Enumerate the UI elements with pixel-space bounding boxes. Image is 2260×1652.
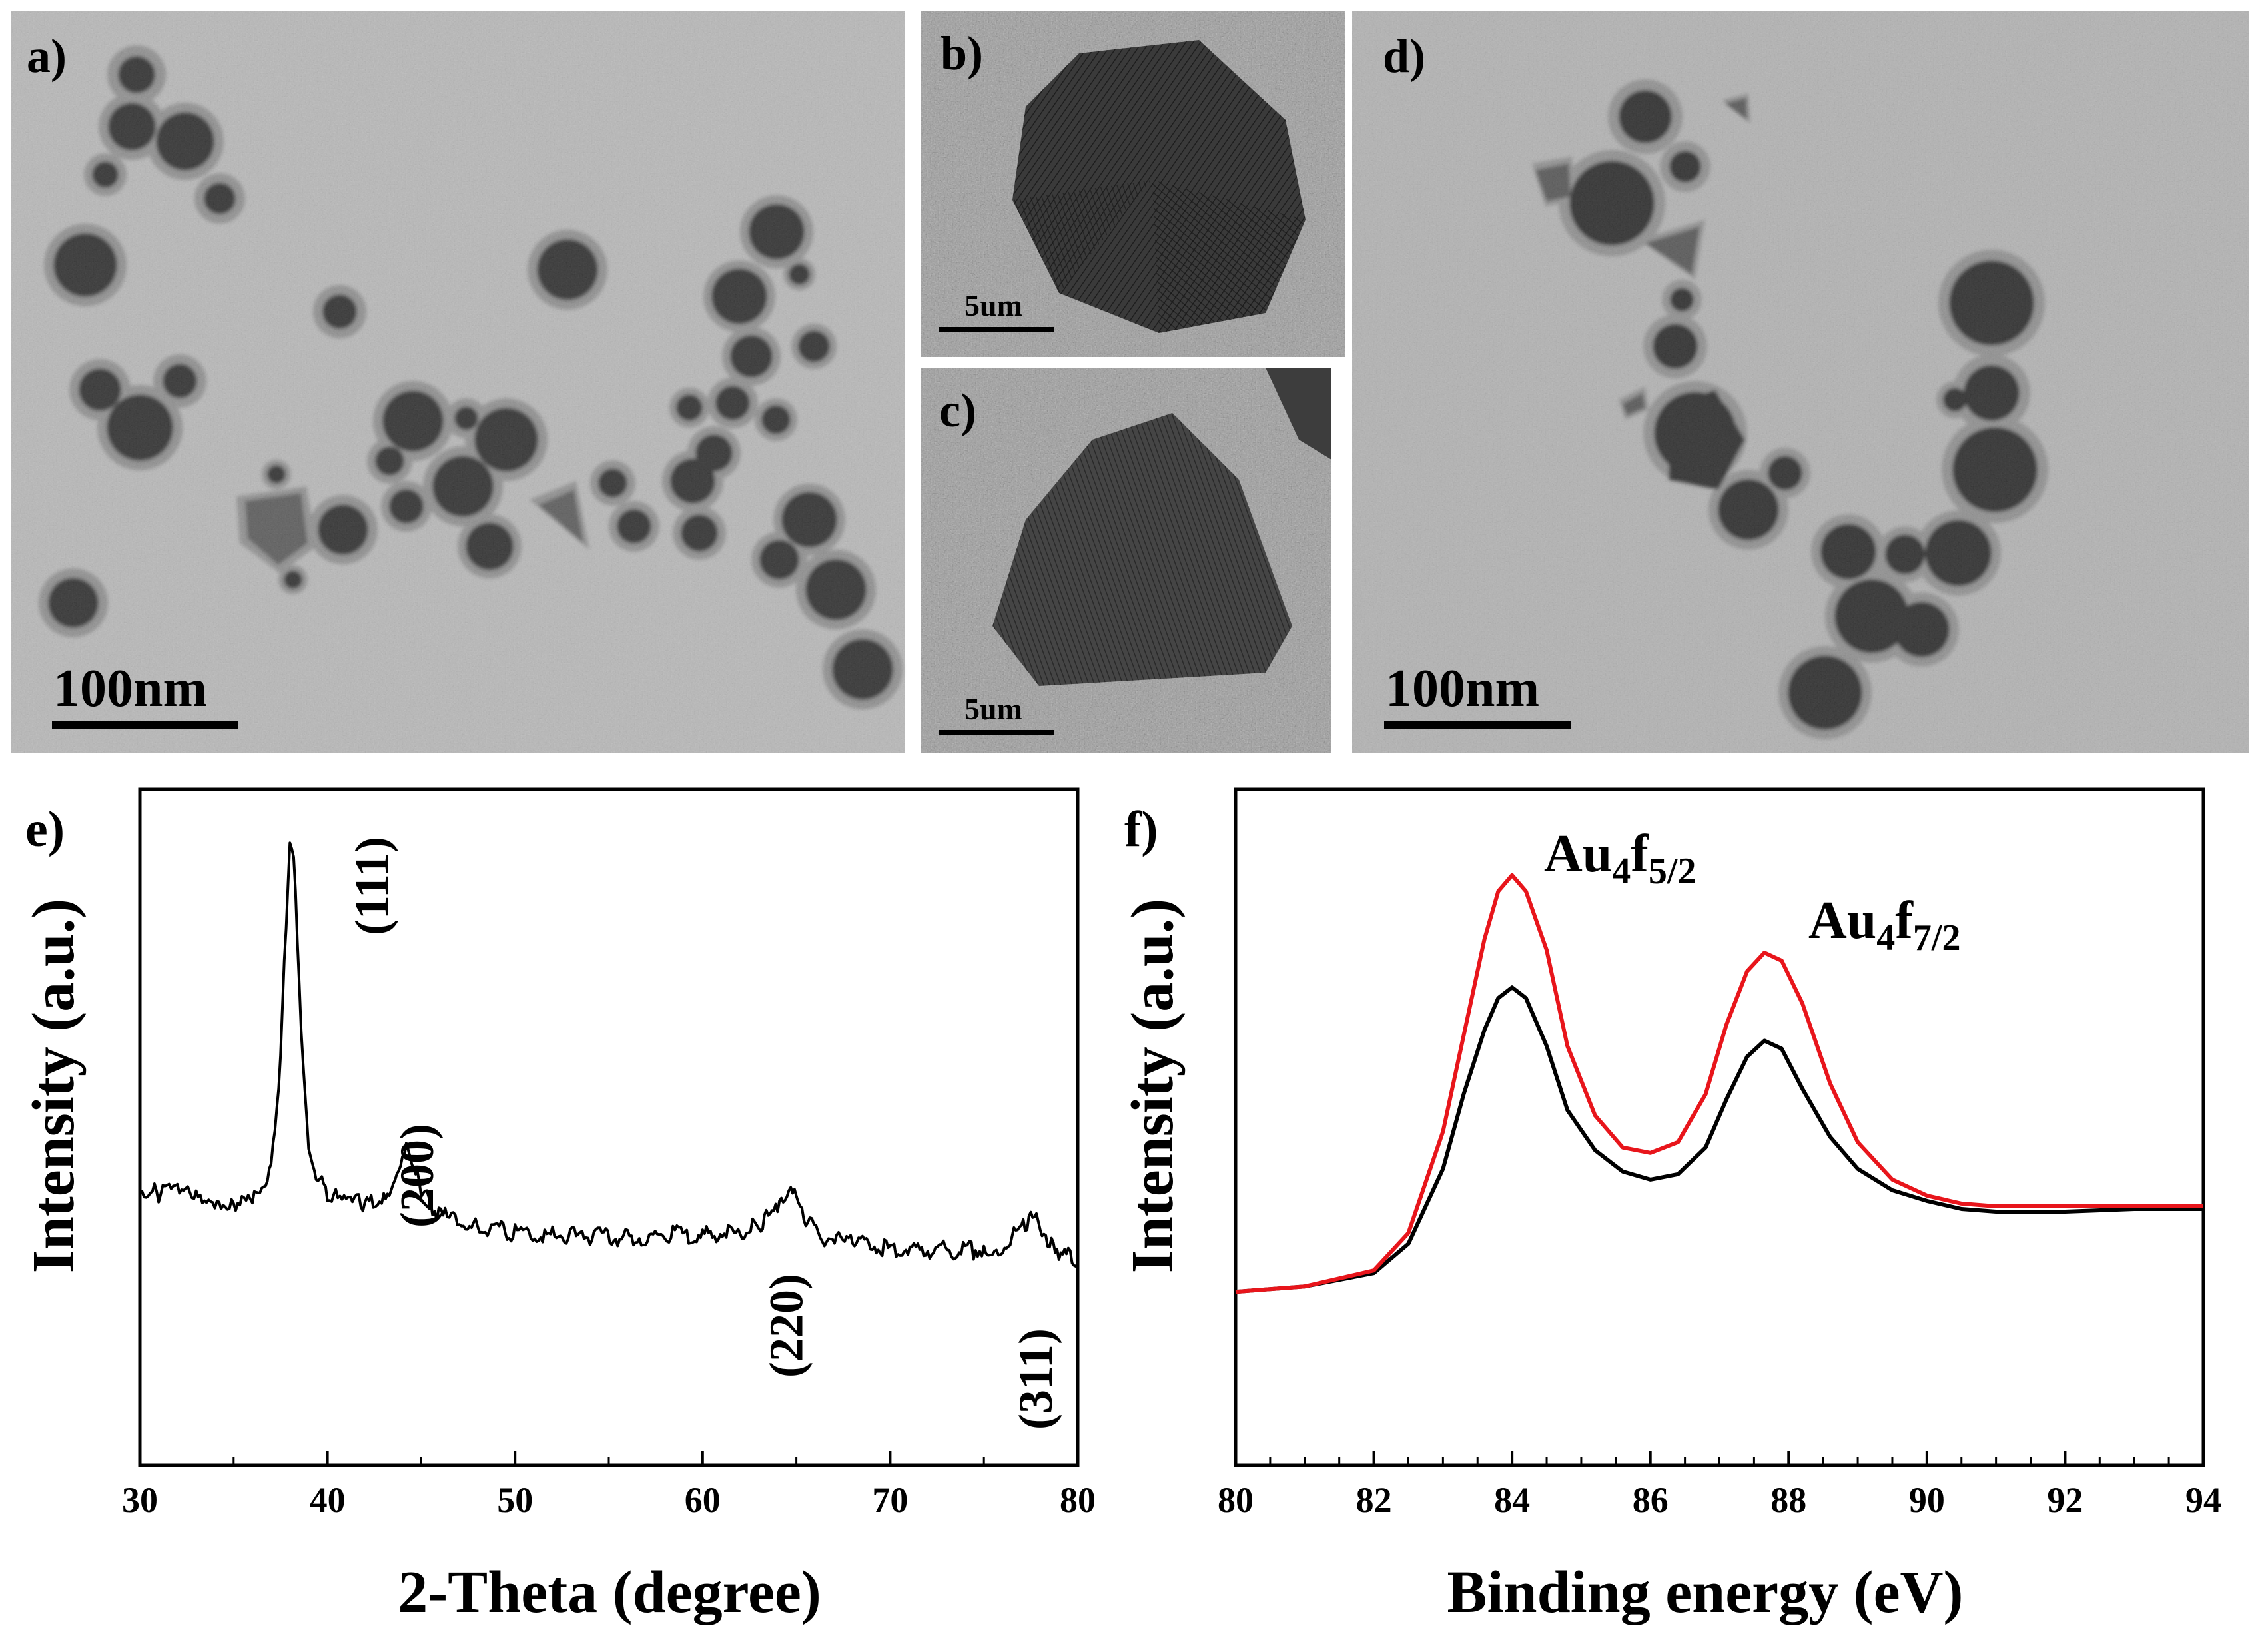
scale-bar-label-c: 5um	[964, 692, 1022, 726]
panel-label-b: b)	[941, 27, 983, 80]
plot-area-e: 30 40 50 60 70 80 (111) (200) (220) (311)	[122, 787, 1096, 1520]
x-tick-label: 84	[1494, 1480, 1530, 1520]
panel-label-d: d)	[1383, 29, 1425, 83]
x-tick-label: 50	[497, 1480, 533, 1520]
peak-label: (111)	[345, 837, 398, 935]
crystal-b	[1012, 40, 1306, 333]
chart-f: f) Intensity (a.u.) Binding energy (eV) …	[1120, 787, 2221, 1625]
plot-area-f: 80 82 84 86 88 90 92 94 Au4f5/2 Au4f7/2	[1218, 787, 2221, 1520]
scale-bar-label-a: 100nm	[53, 659, 207, 718]
x-tick-label: 92	[2047, 1480, 2083, 1520]
scale-bar-label-d: 100nm	[1385, 659, 1539, 718]
series-line-1	[1235, 873, 2203, 1294]
x-axis-label-f: Binding energy (eV)	[1447, 1559, 1964, 1625]
x-tick-label: 94	[2185, 1480, 2221, 1520]
panel-b: b) 5um	[921, 11, 1345, 357]
x-tick-label: 60	[685, 1480, 721, 1520]
peak-label: Au4f7/2	[1808, 891, 1960, 959]
peak-label: (200)	[390, 1124, 444, 1228]
panel-label-c: c)	[939, 384, 976, 437]
peak-label: (311)	[1009, 1328, 1062, 1430]
crystal-c	[992, 368, 1331, 686]
plot-frame	[138, 787, 1080, 1467]
x-tick-label: 70	[872, 1480, 908, 1520]
x-tick-label: 86	[1633, 1480, 1669, 1520]
y-axis-label-f: Intensity (a.u.)	[1120, 899, 1186, 1274]
panel-d: d) 100nm	[1352, 11, 2249, 753]
peak-label: (220)	[760, 1274, 813, 1378]
panel-a: a) 100nm	[11, 11, 905, 753]
chart-e: e) Intensity (a.u.) 2-Theta (degree) 30 4…	[21, 787, 1096, 1625]
panel-label-e: e)	[25, 801, 65, 857]
x-tick-label: 40	[310, 1480, 346, 1520]
x-axis-label-e: 2-Theta (degree)	[398, 1559, 821, 1625]
x-tick-label: 80	[1060, 1480, 1096, 1520]
peak-label: Au4f5/2	[1544, 825, 1696, 892]
series-line-0	[139, 841, 1079, 1268]
panel-label-f: f)	[1124, 801, 1158, 857]
panel-c: c) 5um	[921, 368, 1331, 753]
scale-bar-label-b: 5um	[964, 288, 1022, 322]
x-tick-label: 90	[1909, 1480, 1945, 1520]
x-tick-label: 30	[122, 1480, 158, 1520]
panel-label-a: a)	[27, 29, 67, 83]
plot-frame	[1234, 787, 2205, 1467]
series-line-0	[1235, 985, 2203, 1294]
x-tick-label: 80	[1218, 1480, 1254, 1520]
x-tick-label: 88	[1770, 1480, 1806, 1520]
y-axis-label-e: Intensity (a.u.)	[21, 899, 87, 1274]
x-tick-label: 82	[1356, 1480, 1392, 1520]
